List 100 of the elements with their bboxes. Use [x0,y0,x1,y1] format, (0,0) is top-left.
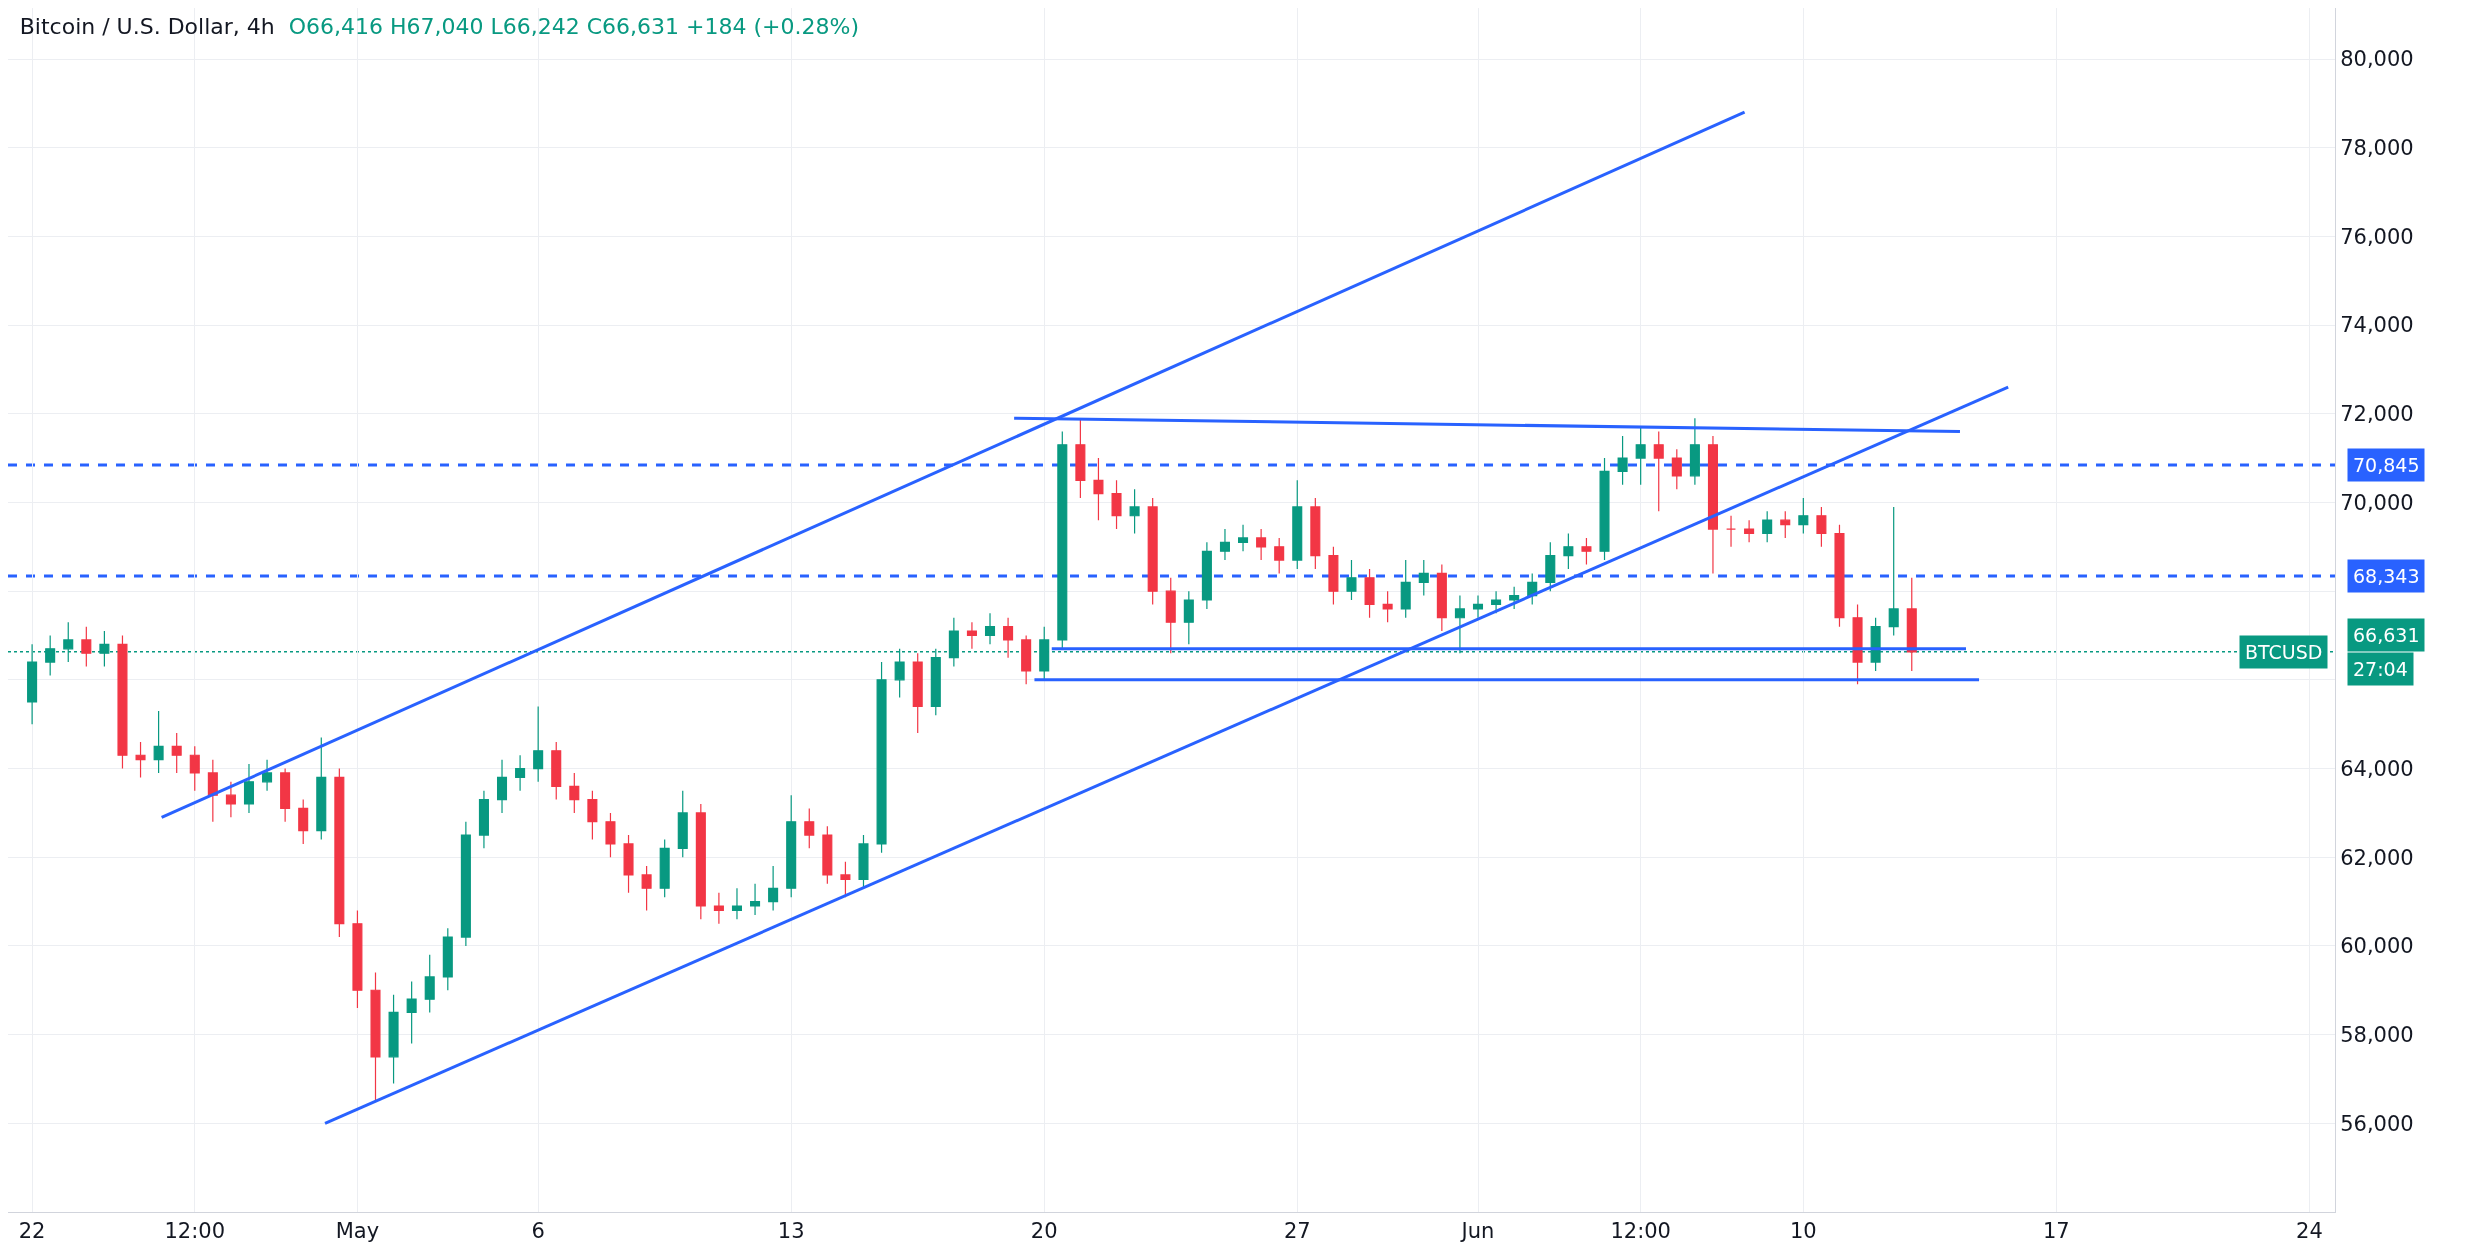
y-tick-label: 60,000 [2340,934,2414,959]
x-tick-label: 24 [2296,1219,2323,1244]
candlestick [659,838,670,898]
candlestick [1310,497,1321,570]
candlestick [388,994,399,1084]
candlestick [1129,488,1140,535]
y-tick-label: 74,000 [2340,313,2414,338]
candlestick [460,821,471,947]
y-tick-label: 78,000 [2340,136,2414,161]
candlestick [623,834,634,894]
candlestick [316,736,327,841]
candlestick [858,834,869,889]
candlestick [225,781,236,818]
candlestick [424,954,435,1014]
candlestick [1599,457,1610,561]
candlestick [1581,537,1592,566]
candlestick [370,971,381,1102]
x-tick-label: 20 [1030,1219,1058,1244]
candlestick [768,865,779,912]
candlestick [1003,617,1014,659]
candlestick [1021,634,1032,685]
candlestick [876,661,887,854]
ref-line-label: 66,631 [2353,624,2420,646]
x-tick-label: 13 [777,1219,805,1244]
candlestick [551,741,562,801]
candlestick [1653,430,1664,512]
candlestick [1472,594,1484,619]
candlestick [1780,510,1791,539]
x-tick-label: 22 [18,1219,46,1244]
chart-subtitle: O66,416 H67,040 L66,242 C66,631 +184 (+0.28%) [288,14,859,40]
chart-title: Bitcoin / U.S. Dollar, 4h [19,14,275,40]
candlestick [262,759,273,792]
candlestick [1219,528,1230,561]
candlestick [1183,590,1194,645]
candlestick [948,617,959,668]
candlestick [605,812,616,858]
candlestick [966,621,977,650]
candlestick [1834,524,1845,628]
ref-line-label: 68,343 [2353,565,2420,587]
candlestick [207,759,218,823]
candlestick [1545,541,1556,592]
y-tick-label: 62,000 [2340,845,2414,870]
candlestick [1563,532,1574,570]
candlestick [677,790,688,858]
candlestick [1256,528,1267,561]
candlestick [496,759,508,814]
candlestick [1238,524,1249,552]
candlestick [804,807,815,849]
candlestick [1274,537,1285,575]
candlestick [1039,626,1050,681]
candlestick [1147,497,1158,606]
candlestick [1400,559,1411,619]
candlestick [1093,457,1104,521]
candlestick [1671,448,1682,490]
candlestick [515,754,526,792]
candlestick [1201,541,1212,610]
x-tick-label: 12:00 [1610,1219,1671,1244]
candlestick [1762,510,1773,543]
candlestick [1165,577,1176,654]
candlestick [117,634,128,770]
candlestick [695,803,706,920]
x-tick-label: 27 [1283,1219,1311,1244]
candlestick [587,790,598,841]
candlestick [243,763,255,814]
candlestick [1436,563,1447,632]
candlestick [1744,519,1755,543]
candlestick [1617,435,1628,486]
x-tick-label: 12:00 [164,1219,226,1244]
x-tick-label: May [335,1219,380,1244]
candlestick [533,705,544,783]
candlestick [1906,577,1917,672]
candlestick [1635,426,1646,486]
candlestick [912,652,923,734]
candlestick [1888,506,1899,637]
x-tick-label: Jun [1459,1219,1495,1244]
y-tick-label: 72,000 [2340,402,2414,427]
x-tick-label: 6 [531,1219,545,1244]
ref-line-label: 70,845 [2353,454,2420,476]
candlestick [442,927,453,991]
candlestick [135,741,146,779]
candlestick [1111,479,1122,530]
y-tick-label: 56,000 [2340,1111,2414,1136]
x-tick-label: 17 [2042,1219,2070,1244]
candlestick [641,865,652,912]
candlestick [334,767,345,938]
candlestick [1418,559,1429,597]
candlestick [1509,586,1520,610]
candlestick [1364,568,1375,619]
candlestick [1689,417,1700,486]
candlestick [352,909,363,1009]
candlestick [822,825,833,885]
candlestick [1816,506,1827,548]
candlestick [81,626,92,668]
candlestick [280,767,291,823]
candlestick [1292,479,1303,570]
annotation: BTCUSD [2245,641,2323,663]
y-tick-label: 58,000 [2340,1022,2414,1047]
y-tick-label: 80,000 [2340,47,2414,72]
candlestick [1852,603,1863,685]
candlestick [1328,546,1339,606]
